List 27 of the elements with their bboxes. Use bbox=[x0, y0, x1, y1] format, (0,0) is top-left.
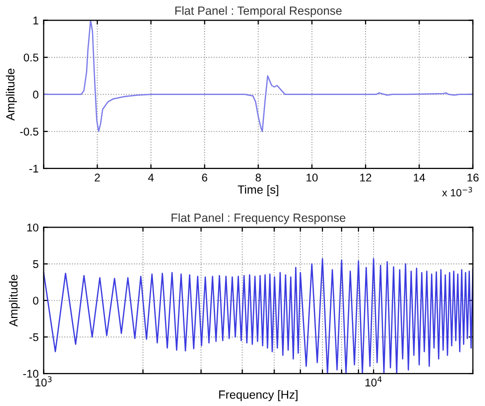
y-tick-label: 1 bbox=[33, 16, 38, 24]
x-tick-label: 14 bbox=[414, 174, 426, 182]
x-tick-label: 10$^{4}$ bbox=[366, 376, 382, 386]
x-tick-label: 6 bbox=[202, 174, 208, 182]
y-tick-label: 0 bbox=[33, 296, 38, 305]
x-axis-title: Time [s] bbox=[238, 185, 278, 196]
y-tick-label: 0.5 bbox=[24, 54, 38, 62]
x-axis-title: Frequency [Hz] bbox=[219, 390, 298, 402]
x-tick-label: 16 bbox=[468, 174, 479, 182]
y-tick-label: -10 bbox=[23, 370, 38, 378]
y-axis-title: Amplitude bbox=[6, 68, 17, 121]
text: x 10$^{−3}$ bbox=[442, 186, 472, 196]
x-tick-label: 8 bbox=[256, 174, 261, 182]
y-tick-label: 10 bbox=[27, 224, 38, 232]
x-tick-label: 4 bbox=[148, 174, 154, 182]
chart-title: Flat Panel : Temporal Response bbox=[175, 6, 342, 18]
x-tick-label: 10$^{3}$ bbox=[36, 376, 52, 386]
x-tick-label: 2 bbox=[94, 174, 100, 182]
chart-title: Flat Panel : Frequency Response bbox=[172, 213, 346, 224]
x-tick-label: 10 bbox=[306, 174, 318, 182]
y-tick-label: -1 bbox=[29, 164, 38, 173]
y-tick-label: -5 bbox=[29, 333, 38, 342]
y-tick-label: 0 bbox=[33, 90, 38, 99]
y-tick-label: -0.5 bbox=[20, 128, 38, 136]
y-tick-label: 5 bbox=[33, 260, 38, 268]
x-tick-label: 12 bbox=[360, 174, 372, 182]
y-axis-title: Amplitude bbox=[8, 274, 20, 327]
